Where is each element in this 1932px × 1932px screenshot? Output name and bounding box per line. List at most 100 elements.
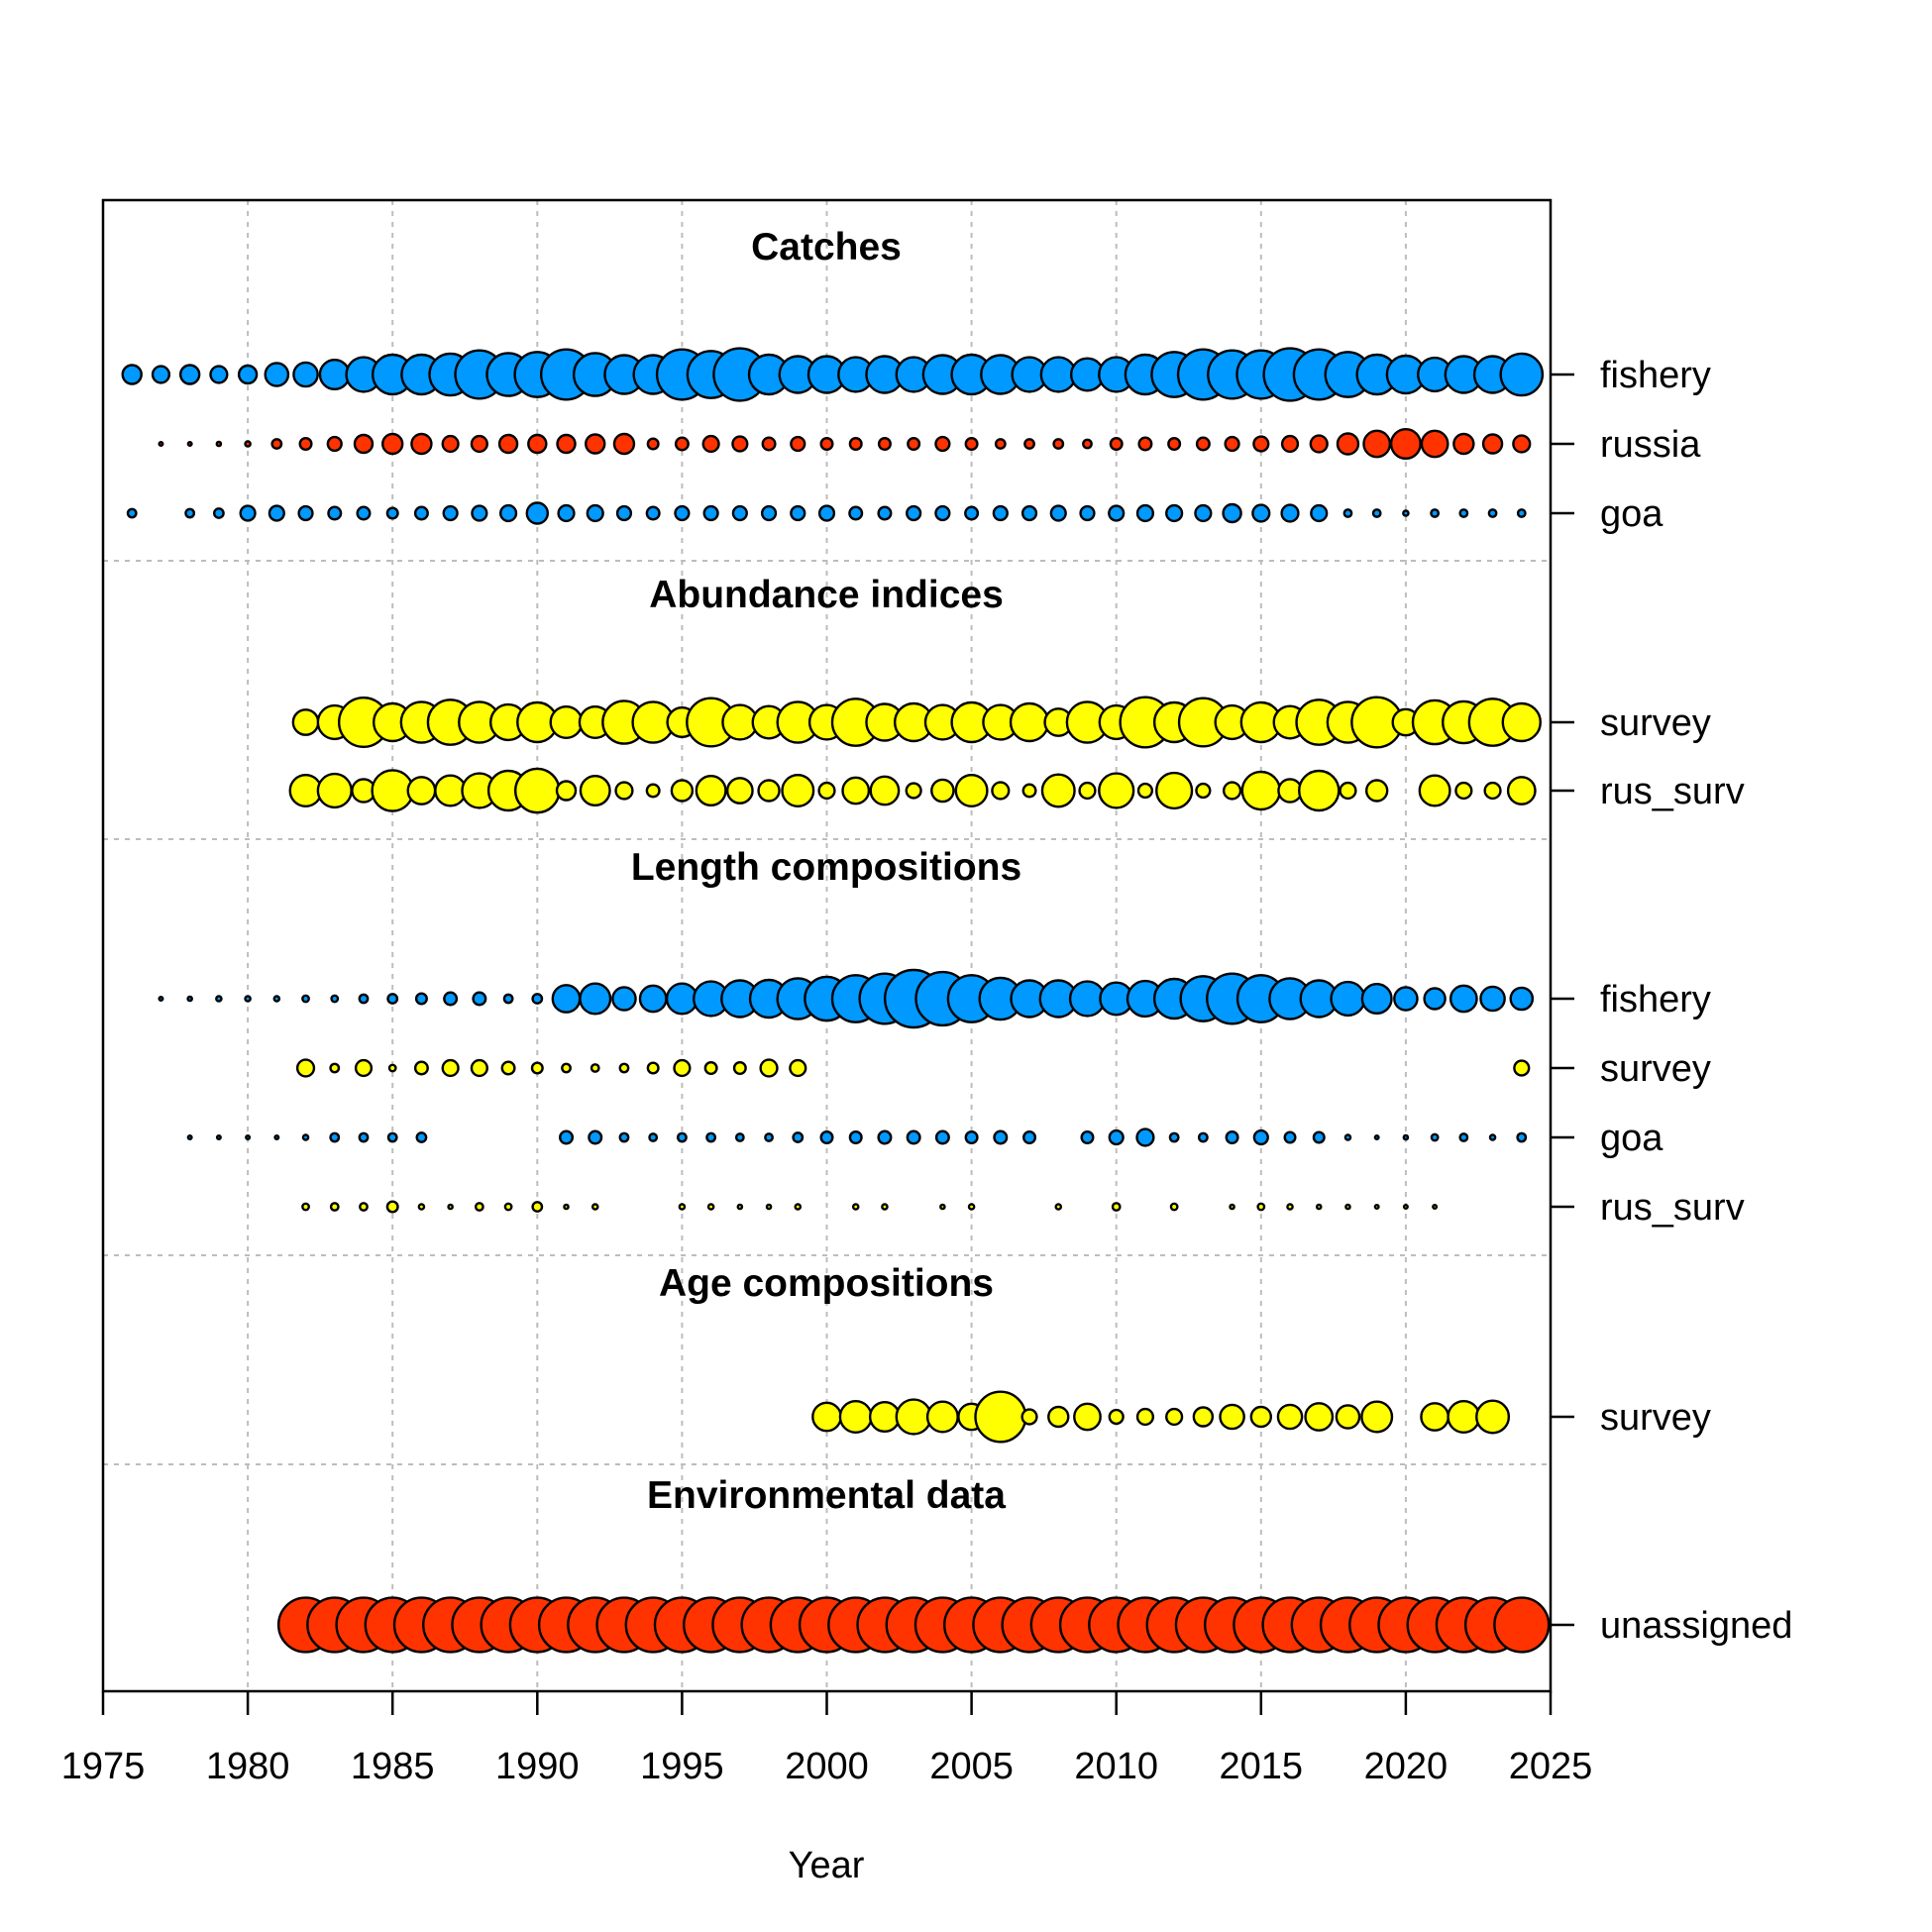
data-bubble xyxy=(1052,438,1065,450)
data-bubble xyxy=(1023,438,1035,450)
data-bubble xyxy=(503,1202,513,1212)
data-bubble xyxy=(126,507,138,519)
data-bubble xyxy=(674,504,691,522)
data-bubble xyxy=(993,1129,1009,1145)
data-bubble xyxy=(1432,1203,1439,1210)
data-bubble xyxy=(561,1062,572,1074)
data-bubble xyxy=(819,437,834,452)
data-bubble xyxy=(1040,773,1076,808)
row-label: goa xyxy=(1600,493,1664,535)
data-bubble xyxy=(678,1203,687,1211)
data-bubble xyxy=(215,440,223,448)
data-bubble xyxy=(295,1058,316,1078)
data-bubble xyxy=(614,781,634,801)
data-bubble xyxy=(1111,1202,1122,1212)
data-bubble xyxy=(994,438,1007,450)
data-bubble xyxy=(1168,1131,1180,1143)
data-bubble xyxy=(1135,1407,1155,1427)
x-tick-label: 2015 xyxy=(1220,1746,1304,1787)
data-bubble xyxy=(556,433,577,455)
data-bubble xyxy=(645,783,661,799)
x-tick-label: 1995 xyxy=(640,1746,724,1787)
data-bubble xyxy=(1312,1130,1326,1144)
data-bubble xyxy=(765,1203,773,1211)
data-bubble xyxy=(318,359,351,391)
data-bubble xyxy=(301,1202,310,1212)
data-bubble xyxy=(1080,1129,1095,1144)
data-bubble xyxy=(1195,436,1211,452)
data-bubble xyxy=(1022,1129,1037,1144)
data-bubble xyxy=(212,507,225,519)
data-bubble xyxy=(877,505,893,521)
row-label: unassigned xyxy=(1600,1605,1792,1647)
data-bubble xyxy=(264,362,290,387)
data-bubble xyxy=(1225,1129,1239,1144)
data-bubble xyxy=(1389,428,1422,461)
data-bubble xyxy=(1165,503,1184,523)
data-bubble xyxy=(186,1133,193,1140)
data-bubble xyxy=(1252,1128,1269,1146)
data-bubble xyxy=(590,1063,600,1073)
data-bubble xyxy=(848,1129,863,1144)
data-bubble xyxy=(272,995,281,1003)
data-bubble xyxy=(291,708,320,736)
data-bubble xyxy=(725,777,754,805)
data-bubble xyxy=(579,982,612,1016)
data-bubble xyxy=(410,432,433,456)
data-bubble xyxy=(385,506,399,520)
data-bubble xyxy=(447,1203,454,1211)
data-bubble xyxy=(268,504,285,522)
data-bubble xyxy=(531,1201,544,1213)
data-bubble xyxy=(500,1060,516,1076)
data-bubble xyxy=(905,782,922,800)
data-bubble xyxy=(1020,504,1038,522)
data-bubble xyxy=(646,437,660,451)
data-bubble xyxy=(734,1132,745,1142)
data-bubble xyxy=(1280,503,1300,523)
data-bubble xyxy=(470,434,488,454)
x-tick-label: 2010 xyxy=(1074,1746,1158,1787)
data-bubble xyxy=(579,775,611,807)
data-bubble xyxy=(1137,436,1153,452)
data-bubble xyxy=(186,441,193,448)
data-bubble xyxy=(590,1203,599,1211)
data-bubble xyxy=(731,435,749,453)
data-bubble xyxy=(706,1203,715,1211)
data-bubble xyxy=(1276,1403,1304,1431)
data-bubble xyxy=(413,505,429,521)
data-bubble xyxy=(841,776,871,805)
data-bubble xyxy=(1487,508,1498,518)
x-tick-label: 1985 xyxy=(351,1746,435,1787)
data-bubble xyxy=(764,1132,774,1142)
row-label: survey xyxy=(1600,1048,1711,1090)
data-bubble xyxy=(329,1131,341,1143)
data-bubble xyxy=(329,1202,340,1212)
data-bubble xyxy=(1047,1405,1070,1429)
data-bubble xyxy=(301,994,310,1004)
data-bubble xyxy=(239,504,257,522)
data-bubble xyxy=(1286,1203,1294,1211)
data-bubble xyxy=(1078,781,1097,801)
data-bubble xyxy=(1475,1399,1511,1435)
data-bubble xyxy=(1222,781,1242,801)
section-title: Length compositions xyxy=(631,846,1021,889)
data-bubble xyxy=(121,364,143,385)
data-bubble xyxy=(1512,434,1532,454)
data-bubble xyxy=(413,1060,429,1076)
data-bubble xyxy=(1483,781,1502,801)
data-bubble xyxy=(381,432,404,456)
data-bubble xyxy=(414,992,428,1006)
data-bubble xyxy=(1310,503,1329,523)
data-bubble xyxy=(1452,432,1475,456)
data-bubble xyxy=(1108,1128,1125,1146)
data-bubble xyxy=(906,1129,921,1145)
data-bubble xyxy=(497,433,519,455)
data-bubble xyxy=(1371,508,1382,518)
data-bubble xyxy=(1109,437,1124,452)
data-bubble xyxy=(1229,1203,1235,1211)
data-bubble xyxy=(925,1400,959,1434)
data-bubble xyxy=(1079,504,1096,522)
data-bubble xyxy=(1342,508,1353,518)
data-bubble xyxy=(1430,508,1441,518)
